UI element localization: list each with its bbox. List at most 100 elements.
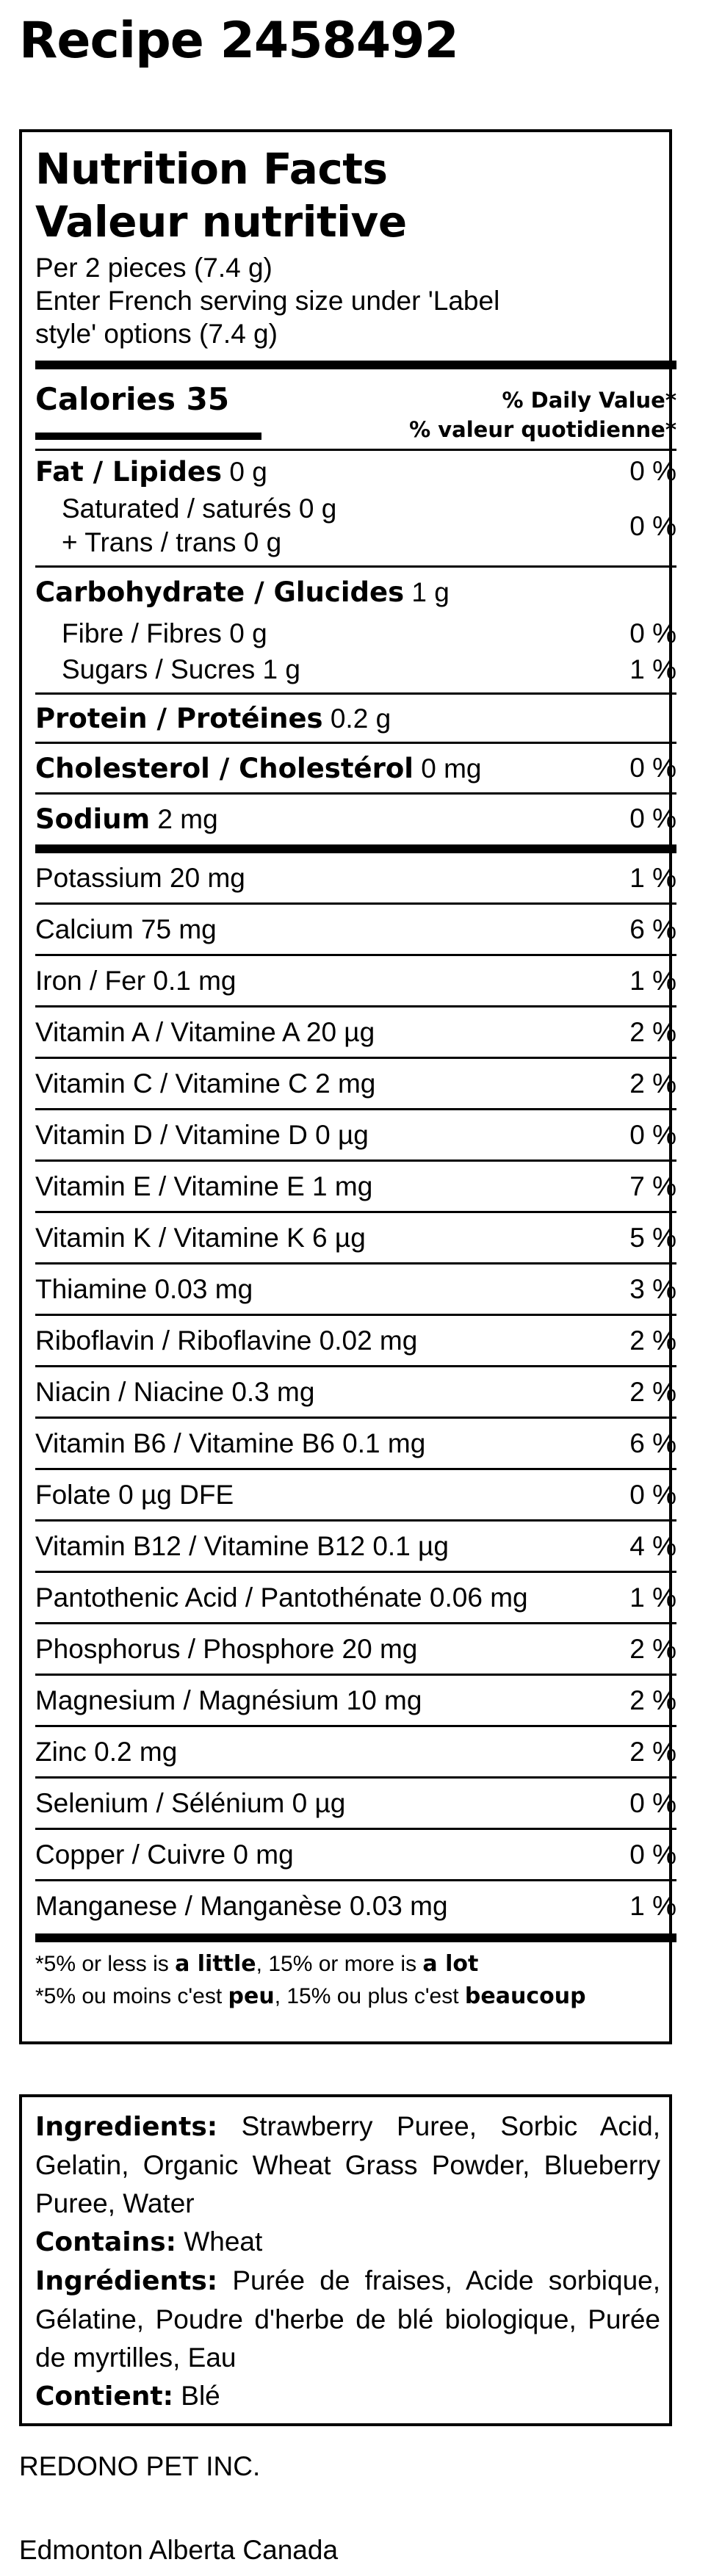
micronutrient-row: Selenium / Sélénium 0 µg 0 % [35, 1779, 676, 1828]
carb-label: Carbohydrate / Glucides [35, 576, 405, 608]
micronutrient-label: Potassium 20 mg [35, 862, 245, 893]
footnote-text: , 15% ou plus c'est [274, 1984, 465, 2008]
micronutrient-label: Riboflavin / Riboflavine 0.02 mg [35, 1325, 418, 1356]
micronutrient-label: Zinc 0.2 mg [35, 1736, 178, 1767]
micronutrient-label: Iron / Fer 0.1 mg [35, 965, 237, 996]
micronutrient-dv: 2 % [629, 1016, 676, 1047]
micronutrient-dv: 5 % [629, 1222, 676, 1253]
sodium-row: Sodium 2 mg 0 % [35, 795, 676, 843]
ingredients-fr: Ingrédients: Purée de fraises, Acide sor… [35, 2262, 660, 2377]
footnote: *5% or less is a little, 15% or more is … [35, 1948, 676, 2013]
micronutrient-label: Vitamin B12 / Vitamine B12 0.1 µg [35, 1530, 449, 1561]
micronutrient-dv: 2 % [629, 1376, 676, 1407]
fat-amount: 0 g [222, 456, 267, 487]
fibre-row: Fibre / Fibres 0 g 0 % [35, 616, 676, 651]
calories-underline [35, 433, 261, 440]
saturated-trans-block: Saturated / saturés 0 g + Trans / trans … [35, 492, 676, 560]
footnote-bold: peu [228, 1983, 275, 2009]
ingredients-panel: Ingredients: Strawberry Puree, Sorbic Ac… [19, 2094, 672, 2426]
serving-line: Enter French serving size under 'Label [35, 286, 500, 316]
micronutrient-label: Vitamin A / Vitamine A 20 µg [35, 1016, 375, 1047]
micronutrient-dv: 2 % [629, 1325, 676, 1356]
micronutrient-row: Magnesium / Magnésium 10 mg 2 % [35, 1676, 676, 1725]
micronutrient-label: Vitamin C / Vitamine C 2 mg [35, 1068, 376, 1099]
divider [35, 1828, 676, 1830]
micronutrient-row: Folate 0 µg DFE 0 % [35, 1470, 676, 1519]
micronutrient-label: Magnesium / Magnésium 10 mg [35, 1685, 422, 1715]
company-location: Edmonton Alberta Canada [19, 2535, 339, 2565]
sodium-dv: 0 % [629, 803, 676, 833]
micronutrient-row: Iron / Fer 0.1 mg 1 % [35, 956, 676, 1005]
sugars-label: Sugars / Sucres 1 g [62, 654, 300, 684]
divider [35, 1571, 676, 1573]
divider [35, 1468, 676, 1470]
divider [35, 1365, 676, 1367]
divider [35, 1674, 676, 1676]
micronutrient-row: Potassium 20 mg 1 % [35, 853, 676, 902]
divider [35, 1417, 676, 1419]
cholesterol-row: Cholesterol / Cholestérol 0 mg 0 % [35, 744, 676, 792]
cholesterol-dv: 0 % [629, 753, 676, 783]
daily-value-header: % Daily Value* % valeur quotidienne* [409, 386, 676, 444]
footnote-en: *5% or less is a little, 15% or more is … [35, 1948, 676, 1980]
micronutrient-row: Vitamin B6 / Vitamine B6 0.1 mg 6 % [35, 1419, 676, 1468]
micronutrient-row: Vitamin B12 / Vitamine B12 0.1 µg 4 % [35, 1522, 676, 1571]
divider [35, 1314, 676, 1316]
divider [35, 1776, 676, 1779]
micronutrient-dv: 3 % [629, 1273, 676, 1304]
divider [35, 449, 676, 451]
micronutrient-label: Vitamin E / Vitamine E 1 mg [35, 1171, 373, 1201]
ingredients-content: Ingredients: Strawberry Puree, Sorbic Ac… [35, 2108, 660, 2416]
micronutrient-dv: 2 % [629, 1633, 676, 1664]
micronutrient-dv: 1 % [629, 862, 676, 893]
micronutrient-dv: 0 % [629, 1839, 676, 1870]
micronutrient-dv: 1 % [629, 1582, 676, 1613]
micronutrient-row: Vitamin D / Vitamine D 0 µg 0 % [35, 1110, 676, 1159]
sodium-label: Sodium [35, 803, 151, 835]
nutrition-facts-content: Nutrition Facts Valeur nutritive Per 2 p… [35, 142, 676, 2013]
footnote-bold: a lot [422, 1951, 479, 1977]
divider [35, 954, 676, 956]
divider [35, 1005, 676, 1007]
footnote-text: , 15% or more is [256, 1952, 423, 1976]
saturated-row: Saturated / saturés 0 g [62, 493, 337, 524]
micronutrient-label: Vitamin K / Vitamine K 6 µg [35, 1222, 366, 1253]
micronutrient-dv: 2 % [629, 1068, 676, 1099]
micronutrient-row: Vitamin C / Vitamine C 2 mg 2 % [35, 1059, 676, 1108]
divider [35, 1057, 676, 1059]
sat-trans-dv: 0 % [629, 511, 676, 541]
divider [35, 1622, 676, 1624]
ingredients-text: Strawberry Puree, Sorbic Acid, Gelatin, … [35, 2111, 660, 2218]
serving-line: Per 2 pieces (7.4 g) [35, 253, 273, 283]
footnote-text: *5% or less is [35, 1952, 176, 1976]
divider [35, 1159, 676, 1162]
daily-value-fr: % valeur quotidienne* [409, 417, 676, 442]
fat-row: Fat / Lipides 0 g 0 % [35, 451, 676, 492]
micronutrient-row: Niacin / Niacine 0.3 mg 2 % [35, 1367, 676, 1417]
micronutrient-dv: 4 % [629, 1530, 676, 1561]
ingredients-label: Ingredients: [35, 2112, 218, 2142]
divider [35, 1211, 676, 1213]
carb-amount: 1 g [404, 576, 450, 607]
micronutrient-dv: 0 % [629, 1479, 676, 1510]
micronutrient-label: Thiamine 0.03 mg [35, 1273, 253, 1304]
micronutrient-dv: 1 % [629, 965, 676, 996]
fat-label: Fat / Lipides [35, 455, 223, 488]
sodium-amount: 2 mg [150, 803, 218, 834]
daily-value-en: % Daily Value* [502, 388, 676, 413]
ingredients-en: Ingredients: Strawberry Puree, Sorbic Ac… [35, 2108, 660, 2223]
micronutrient-row: Calcium 75 mg 6 % [35, 905, 676, 954]
contains-en: Contains: Wheat [35, 2223, 660, 2262]
divider [35, 1725, 676, 1727]
nutrition-title-fr: Valeur nutritive [35, 197, 407, 247]
footnote-text: *5% ou moins c'est [35, 1984, 228, 2008]
contains-text: Wheat [176, 2226, 263, 2257]
micronutrient-dv: 1 % [629, 1890, 676, 1921]
sugars-dv: 1 % [629, 654, 676, 684]
fibre-label: Fibre / Fibres 0 g [62, 618, 267, 648]
divider [35, 1519, 676, 1522]
cholesterol-amount: 0 mg [413, 753, 482, 784]
divider [35, 792, 676, 795]
thick-divider [35, 361, 676, 369]
micronutrient-row: Pantothenic Acid / Pantothénate 0.06 mg 1… [35, 1573, 676, 1622]
